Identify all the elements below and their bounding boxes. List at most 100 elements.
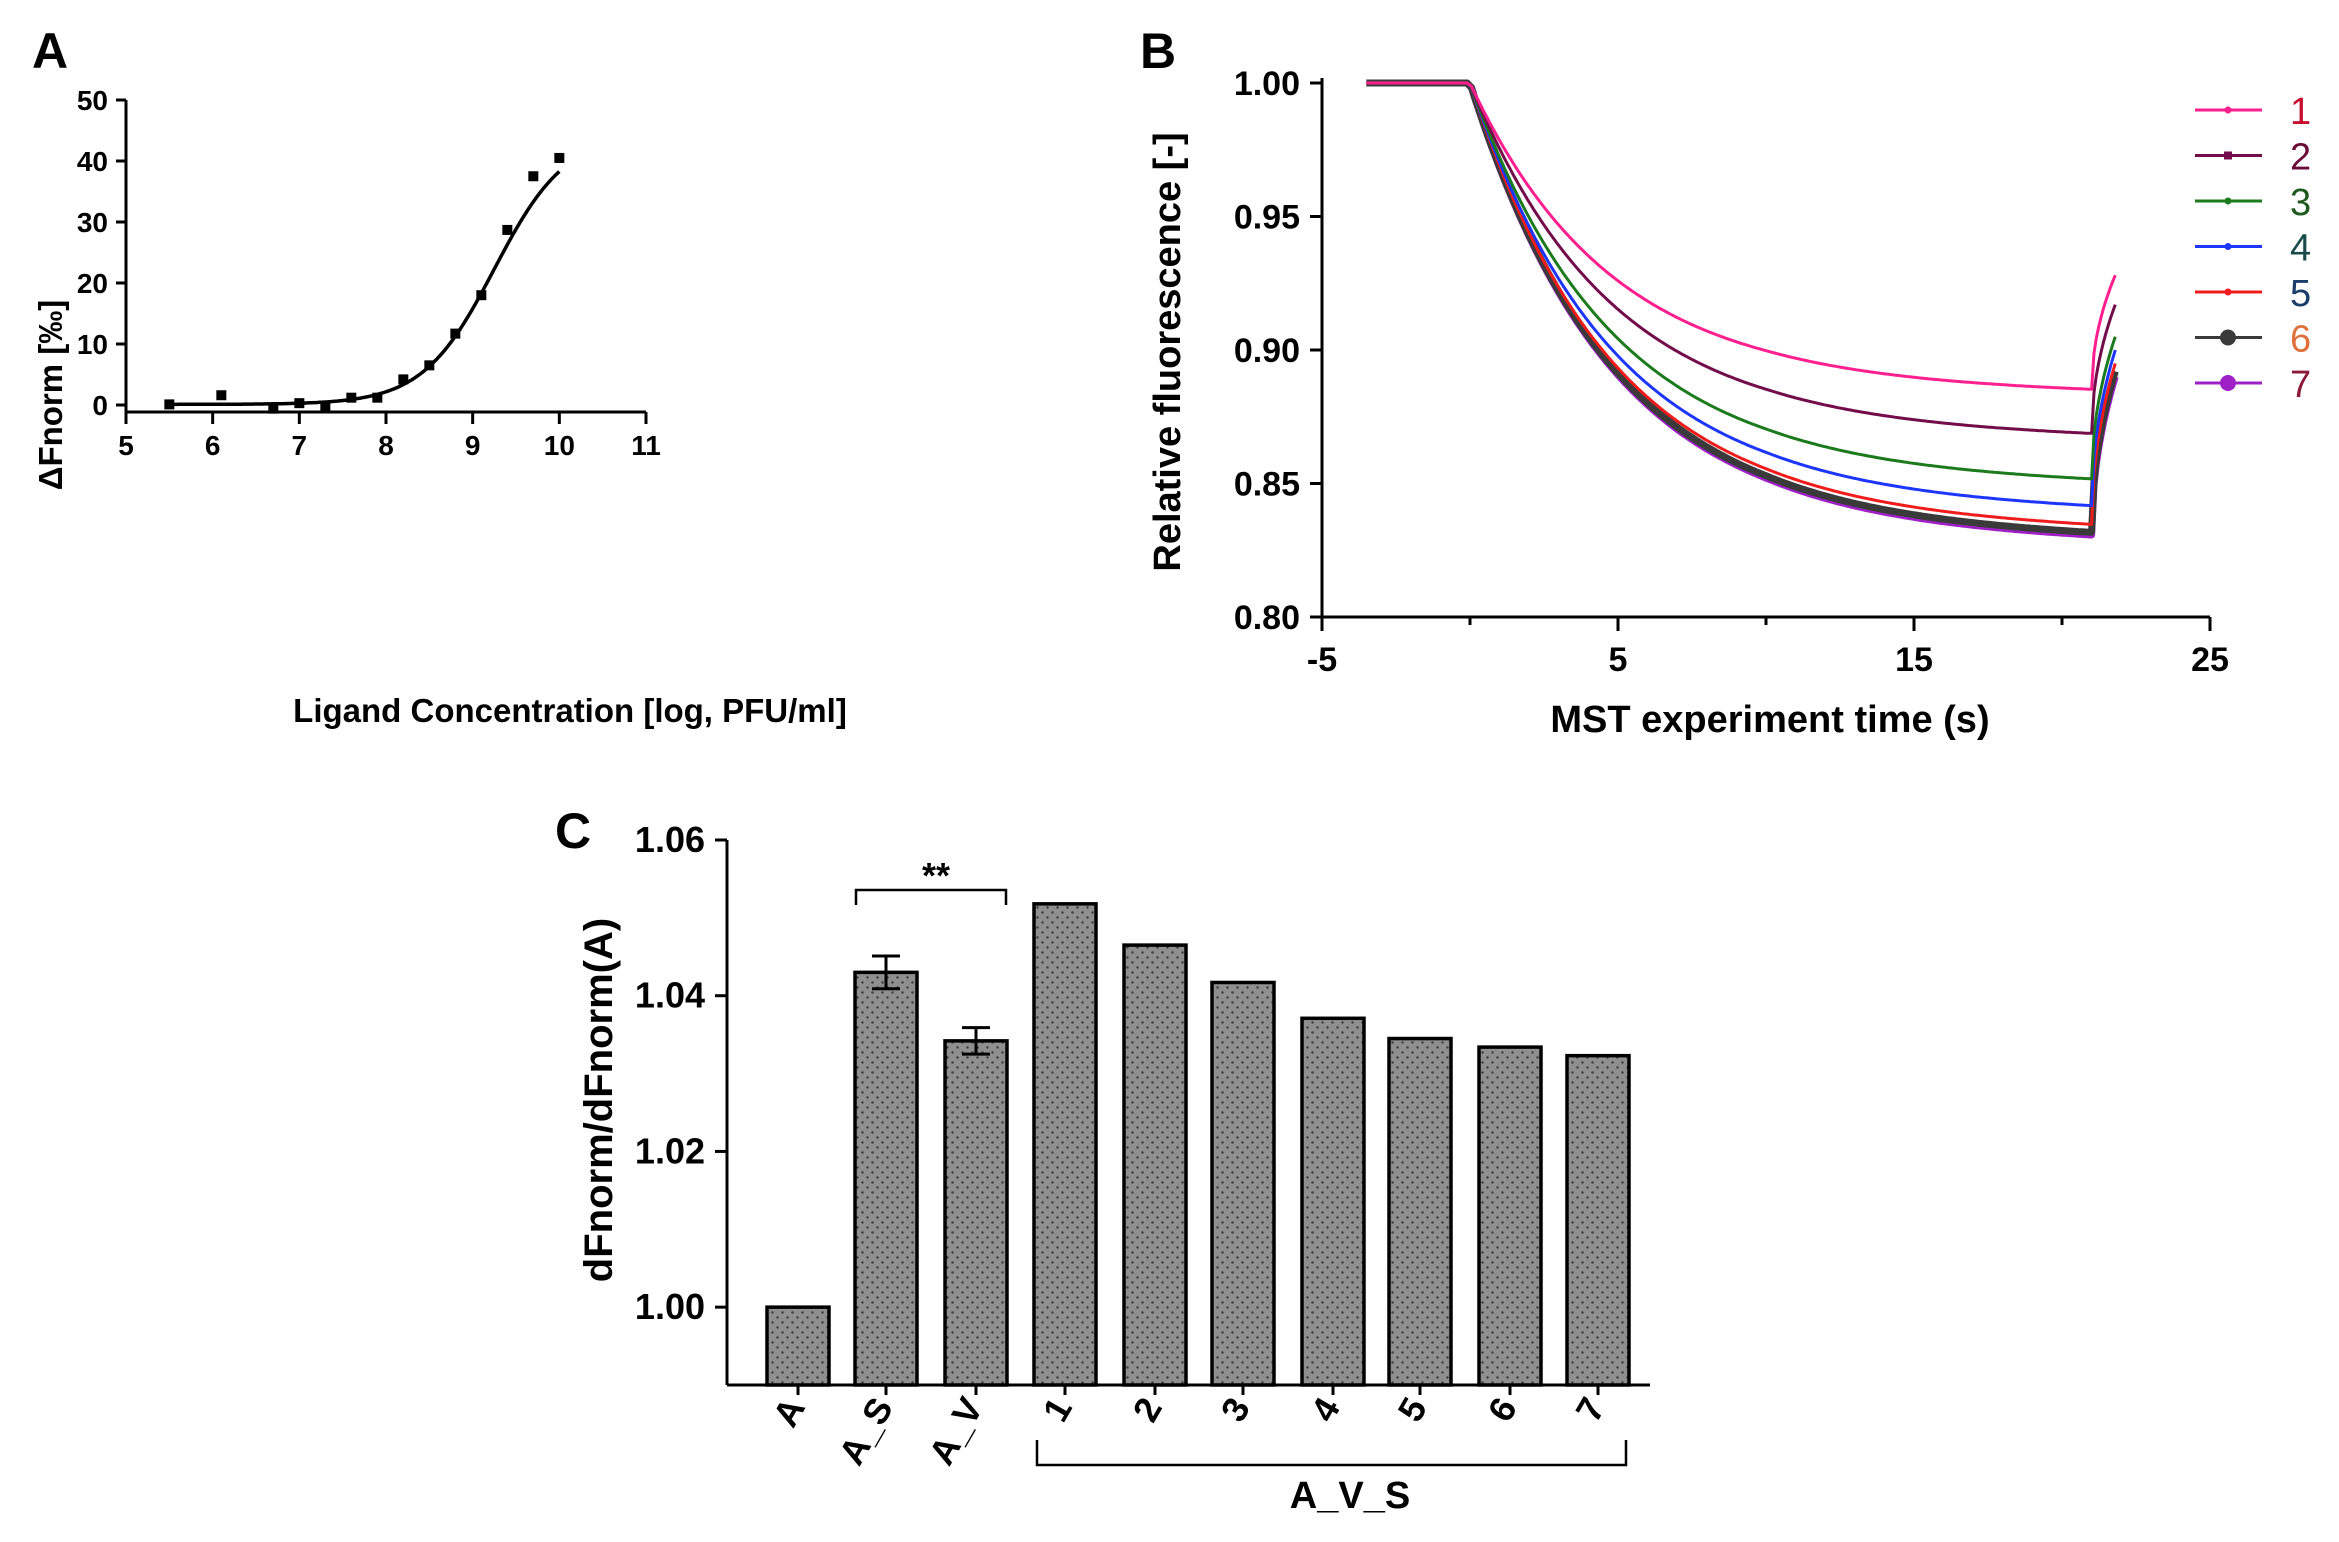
panel-a-data-point (476, 290, 487, 301)
panel-c-group-bracket (1035, 1440, 1628, 1467)
panel-b-series-3-line (1366, 81, 2117, 481)
panel-b-x-tick-label: 15 (1895, 641, 1933, 679)
panel-c-x-tick-label: 2 (1124, 1391, 1170, 1429)
panel-a-data-point (450, 328, 461, 339)
panel-a-data-point (528, 171, 539, 182)
panel-c-significance-bracket (854, 888, 1008, 905)
panel-a-x-axis-title: Ligand Concentration [log, PFU/ml] (293, 692, 847, 729)
panel-a-data-points (164, 152, 565, 414)
panel-b-y-axis-title: Relative fluorescence [-] (1147, 132, 1189, 571)
panel-a-fit-curve (169, 170, 561, 407)
panel-a-data-point (372, 392, 383, 403)
panel-b: B MST experiment time (s) Relative fluor… (1140, 23, 2311, 741)
panel-b-y-tick-label: 0.95 (1234, 199, 1300, 237)
panel-c-y-axis-title: dFnorm/dFnorm(A) (577, 918, 621, 1282)
panel-c-bars (765, 902, 1631, 1387)
panel-c-x-tick-label: 7 (1567, 1391, 1613, 1429)
panel-a-data-point (164, 399, 175, 410)
panel-a-data-point (398, 374, 409, 385)
panel-c-x-tick-label: 4 (1302, 1391, 1348, 1429)
panel-a-y-tick-label: 10 (77, 329, 108, 360)
panel-b-legend-label-6: 6 (2290, 319, 2311, 361)
panel-b-legend-marker-5 (2224, 288, 2232, 296)
panel-a-x-tick-label: 9 (465, 430, 481, 461)
panel-b-y-tick-label: 1.00 (1234, 65, 1300, 103)
panel-b-legend-label-5: 5 (2290, 273, 2311, 315)
panel-a-y-tick-label: 40 (77, 146, 108, 177)
panel-a-data-point (216, 390, 227, 401)
panel-a: A Ligand Concentration [log, PFU/ml] ΔFn… (32, 23, 847, 729)
panel-c: C dFnorm/dFnorm(A) A_V_S ** 1.001.021.04… (555, 803, 1650, 1517)
panel-c-y-tick-label: 1.06 (635, 819, 705, 860)
panel-c-x-tick-label: 5 (1389, 1391, 1435, 1429)
panel-a-x-tick-label: 5 (118, 430, 134, 461)
panel-a-x-tick-label: 6 (205, 430, 221, 461)
panel-a-x-tick-label: 11 (631, 430, 661, 461)
panel-c-bar-5 (1387, 1036, 1453, 1387)
panel-c-letter: C (555, 803, 591, 859)
panel-c-bar-3 (1210, 980, 1276, 1387)
panel-a-y-axis-title: ΔFnorm [‰] (32, 300, 69, 491)
panel-a-x-tick-label: 8 (378, 430, 394, 461)
panel-a-letter: A (32, 23, 68, 79)
panel-c-x-tick-label: A (764, 1391, 813, 1434)
panel-a-data-point (424, 360, 435, 371)
panel-b-legend-label-2: 2 (2290, 137, 2311, 179)
panel-c-x-tick-label: 3 (1212, 1391, 1258, 1429)
panel-b-x-tick-label: 25 (2191, 641, 2229, 679)
panel-a-data-point (268, 403, 279, 414)
panel-b-legend-marker-3 (2224, 197, 2232, 205)
panel-b-series-lines (1365, 79, 2119, 539)
panel-b-series-6-line (1365, 79, 2119, 536)
panel-a-data-point (346, 392, 357, 403)
panel-a-x-tick-label: 10 (544, 430, 575, 461)
panel-a-y-tick-label: 30 (77, 207, 108, 238)
panel-b-legend-label-7: 7 (2290, 364, 2311, 406)
panel-c-bar-A_V (943, 1039, 1009, 1387)
panel-a-data-point (320, 403, 331, 414)
panel-c-annotations (854, 888, 1628, 1467)
panel-b-x-tick-label: 5 (1609, 641, 1628, 679)
panel-c-bar-6 (1477, 1045, 1543, 1387)
panel-a-axes: 0 10 20 30 40 50 5 6 7 8 9 10 11 (77, 85, 661, 461)
panel-b-y-tick-label: 0.80 (1234, 599, 1300, 637)
panel-b-axes: 0.80 0.85 0.90 0.95 1.00 -5 5 15 25 (1234, 65, 2229, 679)
panel-c-bar-4 (1300, 1016, 1366, 1387)
panel-a-x-tick-label: 7 (292, 430, 308, 461)
panel-a-y-tick-label: 50 (77, 85, 108, 116)
panel-a-sigmoid-fit (169, 170, 561, 407)
panel-b-legend-marker-7 (2220, 375, 2236, 391)
panel-b-y-tick-label: 0.90 (1234, 332, 1300, 370)
panel-c-group-label: A_V_S (1290, 1475, 1410, 1517)
panel-a-y-tick-label: 0 (92, 390, 108, 421)
panel-c-x-tick-label: 1 (1034, 1391, 1080, 1429)
panel-b-series-4-line (1366, 81, 2117, 507)
panel-a-data-point (294, 398, 305, 409)
panel-b-x-axis-title: MST experiment time (s) (1550, 699, 1989, 741)
panel-b-x-tick-label: -5 (1307, 641, 1337, 679)
panel-c-x-tick-label: 6 (1479, 1391, 1525, 1429)
panel-c-bar-2 (1122, 943, 1188, 1387)
panel-b-letter: B (1140, 23, 1176, 79)
panel-c-x-tick-label: A_V (920, 1391, 991, 1472)
panel-b-legend-marker-1 (2224, 106, 2232, 114)
panel-b-y-tick-label: 0.85 (1234, 466, 1300, 504)
panel-a-data-point (554, 152, 565, 163)
panel-b-series-2-line (1366, 81, 2117, 435)
panel-b-legend-label-1: 1 (2290, 91, 2311, 133)
panel-c-y-tick-label: 1.04 (635, 975, 705, 1016)
panel-c-y-tick-label: 1.02 (635, 1130, 705, 1171)
panel-c-y-tick-label: 1.00 (635, 1286, 705, 1327)
panel-b-legend-marker-4 (2224, 243, 2232, 250)
panel-c-bar-A_S (853, 970, 919, 1387)
panel-b-legend-marker-6 (2220, 329, 2236, 346)
panel-b-legend-label-3: 3 (2290, 182, 2311, 224)
panel-c-bar-1 (1032, 902, 1098, 1387)
panel-b-series-5-line (1366, 81, 2117, 526)
panel-c-bar-A (765, 1305, 831, 1387)
panel-b-series-1-line (1366, 81, 2117, 391)
panel-b-legend-marker-2 (2224, 151, 2232, 160)
panel-b-legend-label-4: 4 (2290, 228, 2311, 270)
